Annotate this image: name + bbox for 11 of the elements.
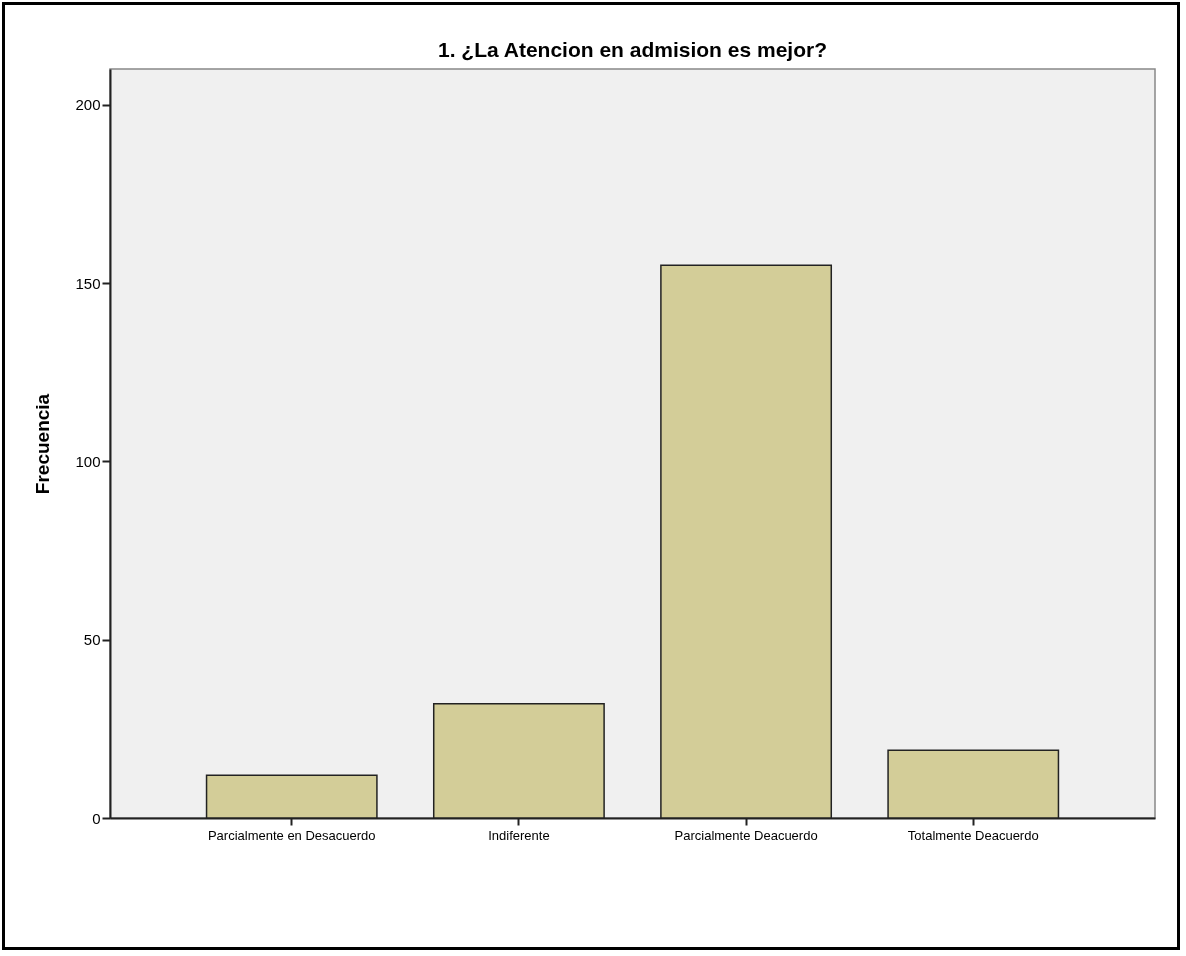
y-tick-label: 50 — [83, 631, 101, 649]
x-tick-label: Totalmente Deacuerdo — [907, 827, 1039, 843]
x-tick-label: Parcialmente en Desacuerdo — [207, 827, 376, 843]
y-axis-title: Frecuencia — [32, 393, 54, 495]
y-tick-label: 150 — [75, 274, 101, 292]
y-tick-label: 200 — [75, 96, 101, 114]
y-tick-label: 0 — [92, 809, 101, 827]
y-tick-label: 100 — [75, 452, 101, 470]
x-tick-label: Parcialmente Deacuerdo — [674, 827, 818, 843]
chart-title: 1. ¿La Atencion en admision es mejor? — [438, 38, 827, 61]
x-tick-label: Indiferente — [488, 827, 550, 843]
